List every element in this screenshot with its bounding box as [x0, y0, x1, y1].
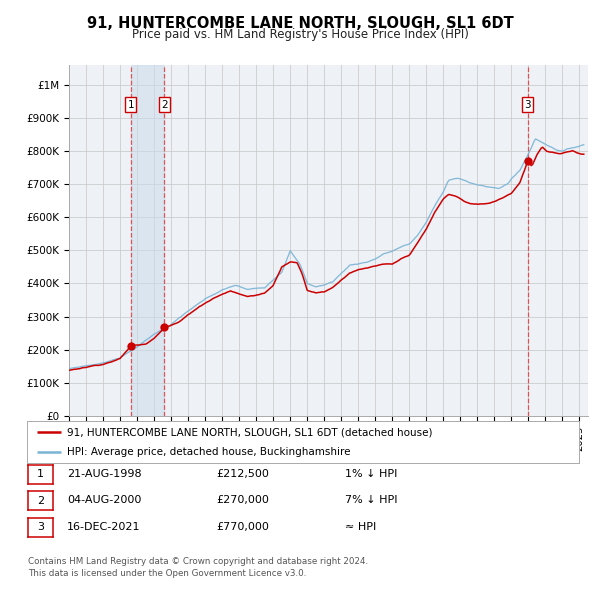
Text: 1: 1: [128, 100, 134, 110]
Text: Contains HM Land Registry data © Crown copyright and database right 2024.: Contains HM Land Registry data © Crown c…: [28, 557, 368, 566]
Text: £212,500: £212,500: [216, 469, 269, 478]
Text: 04-AUG-2000: 04-AUG-2000: [67, 496, 142, 505]
Text: 1% ↓ HPI: 1% ↓ HPI: [345, 469, 397, 478]
Text: £270,000: £270,000: [216, 496, 269, 505]
Text: 91, HUNTERCOMBE LANE NORTH, SLOUGH, SL1 6DT (detached house): 91, HUNTERCOMBE LANE NORTH, SLOUGH, SL1 …: [67, 427, 432, 437]
Text: 2: 2: [161, 100, 167, 110]
Text: This data is licensed under the Open Government Licence v3.0.: This data is licensed under the Open Gov…: [28, 569, 307, 578]
Text: 16-DEC-2021: 16-DEC-2021: [67, 522, 140, 532]
Text: £770,000: £770,000: [216, 522, 269, 532]
Text: Price paid vs. HM Land Registry's House Price Index (HPI): Price paid vs. HM Land Registry's House …: [131, 28, 469, 41]
Text: HPI: Average price, detached house, Buckinghamshire: HPI: Average price, detached house, Buck…: [67, 447, 350, 457]
Text: 21-AUG-1998: 21-AUG-1998: [67, 469, 142, 478]
Bar: [131, 65, 164, 416]
Text: 3: 3: [524, 100, 531, 110]
Text: 3: 3: [37, 523, 44, 532]
Text: 7% ↓ HPI: 7% ↓ HPI: [345, 496, 398, 505]
Text: ≈ HPI: ≈ HPI: [345, 522, 376, 532]
Text: 2: 2: [37, 496, 44, 506]
Text: 91, HUNTERCOMBE LANE NORTH, SLOUGH, SL1 6DT: 91, HUNTERCOMBE LANE NORTH, SLOUGH, SL1 …: [86, 16, 514, 31]
Text: 1: 1: [37, 470, 44, 479]
